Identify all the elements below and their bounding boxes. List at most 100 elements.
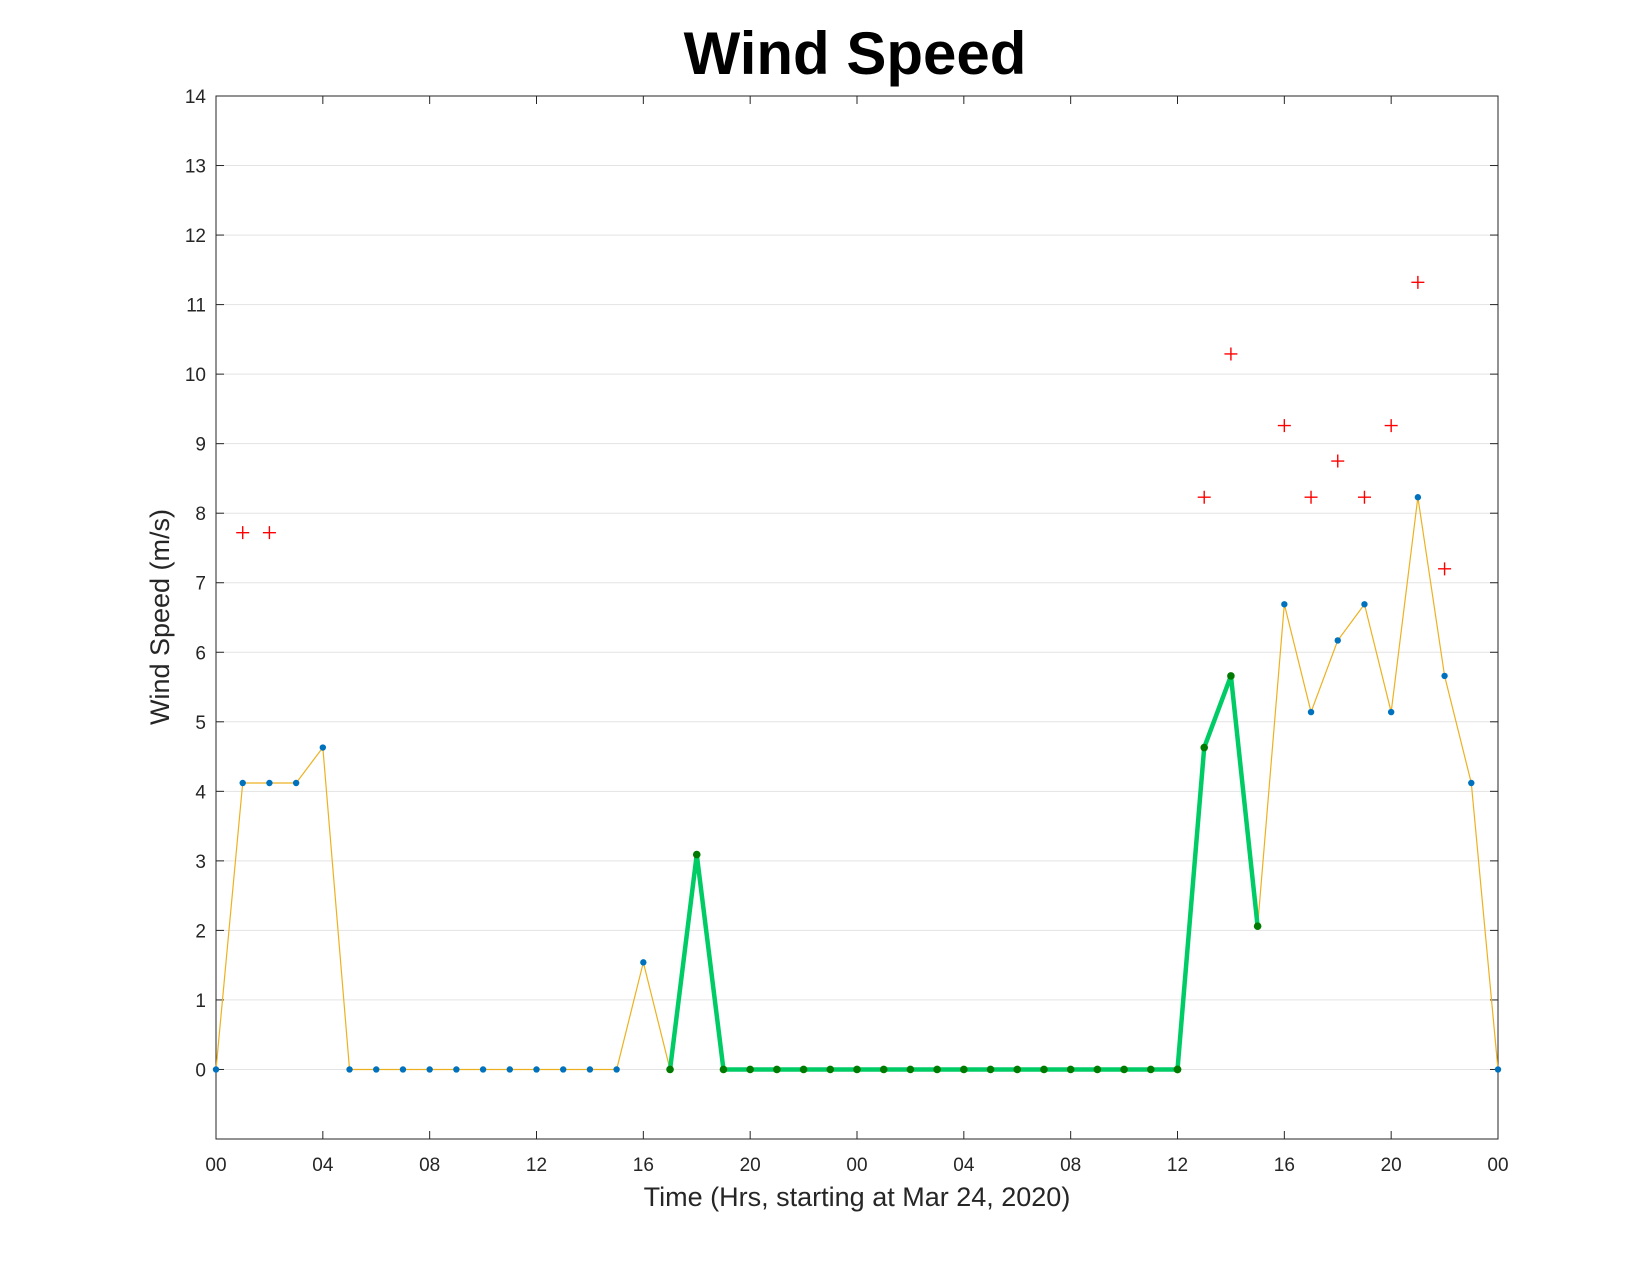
wind-speed-point: [1307, 708, 1315, 716]
chart-title: Wind Speed: [684, 20, 1027, 87]
highlight-point: [1040, 1065, 1048, 1074]
x-tick-label: 12: [526, 1155, 547, 1176]
highlight-point: [666, 1065, 674, 1074]
highlight-point: [746, 1065, 754, 1074]
highlight-point: [773, 1065, 781, 1074]
gust-plus-marker: [1277, 419, 1291, 433]
gust-plus-marker: [262, 526, 276, 540]
grid-lines: [216, 95, 1498, 1070]
gust-plus-marker: [1384, 419, 1398, 433]
y-tick-label: 13: [185, 157, 206, 178]
highlight-point: [1200, 743, 1209, 752]
y-tick-label: 8: [195, 504, 206, 525]
y-tick-label: 11: [186, 296, 206, 317]
x-tick-label: 16: [1274, 1155, 1295, 1176]
highlight-point: [1013, 1065, 1022, 1074]
y-tick-label: 10: [185, 365, 206, 386]
wind-speed-point: [373, 1066, 380, 1073]
wind-speed-point: [640, 959, 647, 966]
y-tick-label: 0: [195, 1060, 206, 1081]
wind-speed-point: [1441, 672, 1448, 680]
x-tick-label: 12: [1167, 1155, 1188, 1176]
highlight-point: [826, 1065, 835, 1074]
wind-speed-point: [346, 1066, 353, 1073]
y-tick-label: 4: [195, 782, 206, 803]
highlight-point: [719, 1065, 728, 1074]
wind-speed-point: [533, 1066, 540, 1073]
highlight-point: [933, 1065, 941, 1074]
wind-speed-point: [1414, 494, 1422, 501]
wind-speed-point: [399, 1066, 407, 1073]
highlight-point: [692, 850, 701, 859]
highlight-segment-line: [667, 852, 1178, 1072]
gust-plus-marker: [1197, 490, 1211, 504]
y-tick-label: 14: [185, 87, 207, 108]
y-axis-label: Wind Speed (m/s): [145, 509, 175, 725]
wind-speed-point: [1361, 601, 1368, 608]
wind-speed-point: [1468, 779, 1475, 787]
x-axis-label: Time (Hrs, starting at Mar 24, 2020): [644, 1182, 1071, 1212]
highlight-point: [1066, 1065, 1075, 1074]
x-tick-label: 00: [205, 1155, 226, 1176]
x-tick-label: 16: [633, 1155, 654, 1176]
plot-area-frame: [215, 95, 1499, 1140]
wind-speed-point: [560, 1066, 567, 1073]
x-tick-label: 20: [1381, 1155, 1402, 1176]
x-tick-label: 04: [312, 1155, 334, 1176]
highlight-point: [1146, 1065, 1155, 1074]
highlight-point: [1120, 1065, 1128, 1074]
highlight-point: [1093, 1065, 1102, 1074]
wind-speed-point: [426, 1066, 433, 1073]
highlight-point: [906, 1065, 915, 1074]
wind-speed-point: [212, 1066, 220, 1073]
wind-speed-point: [1494, 1066, 1502, 1073]
wind-speed-point: [239, 779, 246, 787]
y-tick-label: 5: [195, 713, 206, 734]
gust-plus-marker: [1411, 275, 1425, 289]
y-tick-label: 6: [195, 643, 206, 664]
wind-speed-point: [1334, 637, 1341, 644]
gust-plus-marker: [1224, 347, 1238, 361]
wind-speed-point: [1281, 601, 1288, 608]
highlight-point: [1253, 922, 1262, 931]
x-tick-label: 04: [953, 1155, 975, 1176]
wind-speed-point: [266, 779, 273, 787]
gust-plus-marker: [236, 526, 250, 540]
highlight-point: [986, 1065, 995, 1074]
y-tick-label: 3: [195, 852, 206, 873]
gust-plus-marker: [1357, 490, 1371, 504]
x-tick-label: 00: [1487, 1155, 1508, 1176]
y-tick-label: 7: [195, 574, 206, 595]
gust-plus-marker: [1304, 490, 1318, 504]
wind-speed-point: [319, 744, 327, 751]
axis-ticks: [215, 95, 1499, 1139]
wind-speed-point: [1387, 708, 1395, 716]
wind-speed-point: [292, 779, 300, 787]
wind-speed-point: [506, 1066, 513, 1073]
y-tick-label: 9: [195, 435, 206, 456]
x-tick-label: 00: [846, 1155, 867, 1176]
x-tick-label: 08: [1060, 1155, 1081, 1176]
highlight-point: [879, 1065, 888, 1074]
wind-speed-point: [479, 1066, 487, 1073]
series-markers: [212, 275, 1502, 1074]
highlight-point: [1173, 1065, 1182, 1074]
highlight-point: [960, 1065, 968, 1074]
gust-plus-marker: [1331, 454, 1345, 468]
highlight-segment-line: [1175, 673, 1260, 1070]
wind-speed-point: [586, 1066, 594, 1073]
wind-speed-point: [613, 1066, 620, 1073]
highlight-point: [799, 1065, 808, 1074]
highlight-point: [1227, 672, 1235, 680]
x-tick-label: 20: [740, 1155, 761, 1176]
y-tick-label: 2: [195, 921, 206, 942]
x-tick-labels: 00 04 08 12 16 20 00 04 08 12 16 20 00: [205, 1155, 1508, 1176]
wind-speed-point: [453, 1066, 460, 1073]
x-tick-label: 08: [419, 1155, 440, 1176]
y-tick-label: 1: [195, 991, 206, 1012]
y-tick-label: 12: [185, 226, 206, 247]
gust-plus-marker: [1438, 562, 1452, 576]
highlight-point: [853, 1065, 861, 1074]
